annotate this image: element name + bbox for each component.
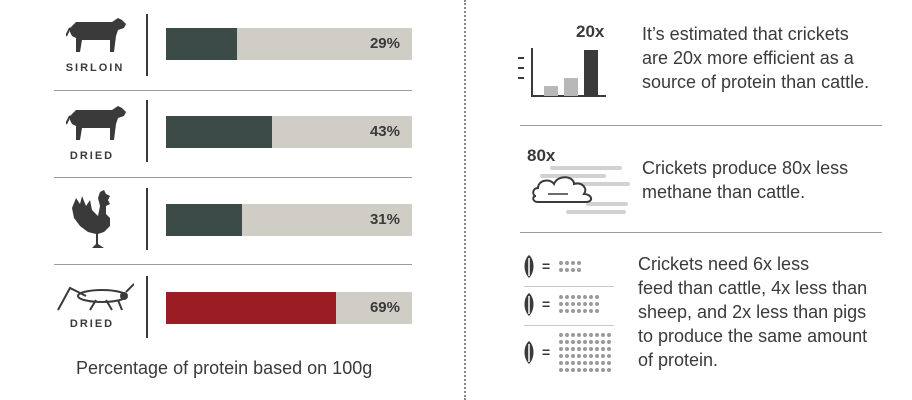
animal-label: SIRLOIN: [65, 62, 125, 74]
column-separator: [464, 0, 466, 400]
equals-sign: =: [542, 344, 551, 360]
row-divider: [54, 177, 412, 178]
equals-sign: =: [542, 258, 551, 274]
fact-line: It’s estimated that crickets: [642, 24, 849, 44]
cow-icon: [66, 106, 126, 140]
feed-dots: [559, 295, 599, 313]
grain-icon: [524, 341, 534, 364]
row-separator: [146, 14, 148, 76]
fact-line: to produce the same amount: [638, 326, 868, 346]
fact-line: are 20x more efficient as a: [642, 48, 854, 68]
bar-track: 31%: [166, 204, 412, 236]
fact-divider: [520, 232, 882, 233]
bar-value-label: 29%: [369, 35, 400, 52]
animal-label: DRIED: [69, 318, 115, 330]
bar-value-label: 31%: [369, 211, 400, 228]
bar: [166, 292, 336, 324]
feed-row-divider: [524, 325, 614, 326]
feed-dots: [559, 333, 611, 372]
fact-line: Crickets need 6x less: [638, 254, 810, 274]
efficiency-badge: 20x: [576, 22, 605, 41]
fact-line: source of protein than cattle.: [642, 72, 870, 92]
equals-sign: =: [542, 296, 551, 312]
fact-line: sheep, and 2x less than pigs: [638, 302, 867, 322]
feed-text: Crickets need 6x less feed than cattle, …: [638, 252, 898, 372]
grain-icon: [524, 255, 534, 278]
grain-icon: [524, 293, 534, 316]
methane-text: Crickets produce 80x less methane than c…: [642, 156, 892, 204]
fact-line: of protein.: [638, 350, 719, 370]
rooster-icon: [72, 190, 110, 248]
fact-divider: [520, 125, 882, 126]
fact-line: feed than cattle, 4x less than: [638, 278, 868, 298]
bar-chart-icon: [518, 48, 606, 97]
chart-caption: Percentage of protein based on 100g: [76, 358, 373, 378]
bar-value-label: 69%: [369, 299, 400, 316]
cricket-icon: [57, 283, 134, 311]
efficiency-text: It’s estimated that crickets are 20x mor…: [642, 22, 892, 94]
bar-track: 29%: [166, 28, 412, 60]
row-divider: [54, 264, 412, 265]
bar-track: 43%: [166, 116, 412, 148]
animal-label: DRIED: [69, 150, 115, 162]
gas-cloud-icon: [532, 166, 630, 214]
bar: [166, 204, 243, 236]
feed-dots: [559, 261, 581, 272]
row-separator: [146, 100, 148, 162]
fact-line: methane than cattle.: [642, 182, 806, 202]
row-divider: [54, 90, 412, 91]
fact-line: Crickets produce 80x less: [642, 158, 849, 178]
bar-value-label: 43%: [369, 123, 400, 140]
row-separator: [146, 188, 148, 250]
bar-track: 69%: [166, 292, 412, 324]
row-separator: [146, 276, 148, 338]
cow-icon: [66, 18, 126, 52]
bar: [166, 28, 238, 60]
feed-row-divider: [524, 286, 614, 287]
methane-badge: 80x: [527, 146, 556, 165]
bar: [166, 116, 272, 148]
